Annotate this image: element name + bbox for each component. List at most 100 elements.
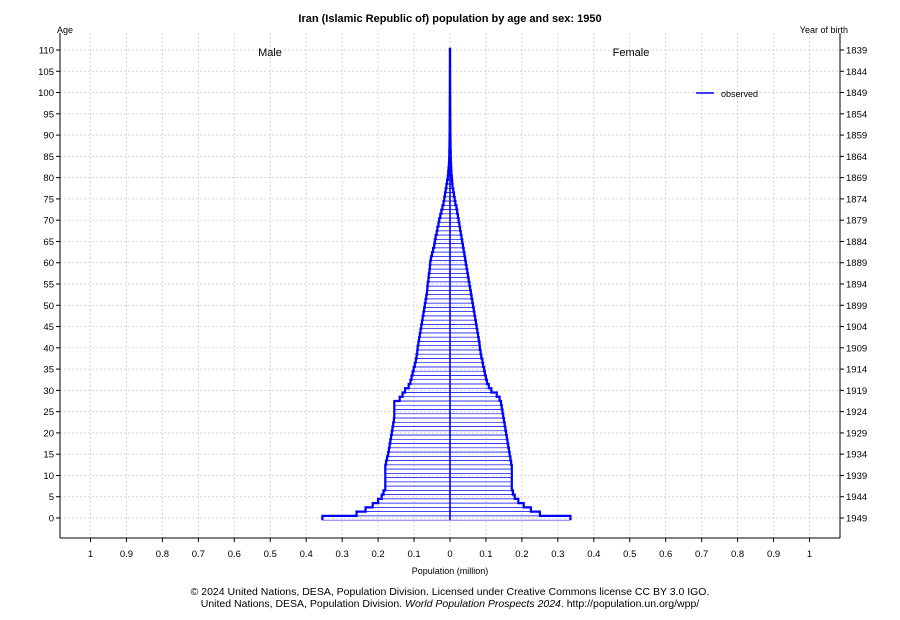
birth-year-tick-label: 1874 xyxy=(846,194,867,205)
female-bar xyxy=(449,336,480,342)
x-tick-label: 1 xyxy=(807,549,812,560)
x-tick-label: 0.5 xyxy=(264,549,277,560)
x-tick-label: 0.5 xyxy=(623,549,636,560)
female-bar xyxy=(449,498,519,504)
male-bar xyxy=(427,285,451,291)
male-bar xyxy=(372,502,451,508)
male-bar xyxy=(385,468,451,474)
x-tick-label: 0.4 xyxy=(587,549,600,560)
male-bar xyxy=(431,251,451,257)
female-bar xyxy=(449,277,469,283)
male-bar xyxy=(430,256,451,261)
male-label: Male xyxy=(258,47,282,59)
male-bar xyxy=(408,383,451,389)
female-bar xyxy=(449,315,476,321)
female-bar xyxy=(449,464,513,470)
male-bar xyxy=(422,315,451,321)
age-tick-label: 10 xyxy=(43,471,54,482)
male-bar xyxy=(402,392,451,398)
birth-year-tick-label: 1844 xyxy=(846,67,867,78)
female-bar xyxy=(449,358,483,363)
age-tick-label: 40 xyxy=(43,343,54,354)
male-bar xyxy=(428,277,451,283)
female-bar xyxy=(449,417,505,423)
male-bar xyxy=(356,511,451,517)
citation-title: World Population Prospects 2024 xyxy=(405,598,561,610)
female-bar xyxy=(449,468,513,474)
female-label: Female xyxy=(613,47,650,59)
male-bar xyxy=(425,298,451,304)
male-bar xyxy=(389,443,451,449)
female-bar xyxy=(449,264,467,270)
male-bar xyxy=(416,353,451,359)
male-bar xyxy=(427,281,451,287)
female-bar xyxy=(449,507,532,512)
birth-year-tick-label: 1924 xyxy=(846,407,867,418)
age-tick-label: 50 xyxy=(43,301,54,312)
male-bar xyxy=(410,379,451,385)
birth-year-tick-label: 1939 xyxy=(846,471,867,482)
right-axis-title: Year of birth xyxy=(800,25,848,35)
female-bar xyxy=(449,413,504,419)
birth-year-tick-label: 1884 xyxy=(846,237,867,248)
male-bar xyxy=(418,341,451,346)
female-bar xyxy=(449,290,472,295)
x-tick-label: 0.9 xyxy=(120,549,133,560)
x-tick-label: 0.6 xyxy=(228,549,241,560)
birth-year-tick-label: 1889 xyxy=(846,258,867,269)
female-bar xyxy=(449,421,505,427)
male-bar xyxy=(383,490,451,495)
male-bar xyxy=(404,387,451,393)
age-tick-label: 35 xyxy=(43,365,54,376)
female-bar xyxy=(449,294,472,300)
x-tick-label: 0.8 xyxy=(156,549,169,560)
age-tick-label: 105 xyxy=(38,67,54,78)
male-bar xyxy=(415,358,451,363)
legend: observed xyxy=(696,89,758,99)
female-bar xyxy=(449,379,488,385)
x-tick-label: 0.1 xyxy=(407,549,420,560)
age-tick-label: 15 xyxy=(43,450,54,461)
female-bar xyxy=(449,502,524,508)
female-bar xyxy=(449,319,477,325)
male-bar xyxy=(385,464,451,470)
male-bar xyxy=(393,417,451,423)
male-bar xyxy=(388,447,451,453)
birth-year-tick-label: 1929 xyxy=(846,428,867,439)
age-tick-label: 20 xyxy=(43,428,54,439)
male-bar xyxy=(433,243,451,249)
age-tick-label: 90 xyxy=(43,131,54,142)
female-bar xyxy=(449,485,513,491)
x-tick-label: 0.8 xyxy=(731,549,744,560)
x-tick-label: 0.6 xyxy=(659,549,672,560)
female-bar xyxy=(449,443,509,449)
birth-year-tick-label: 1899 xyxy=(846,301,867,312)
female-bar xyxy=(449,247,464,253)
female-bar xyxy=(449,370,486,376)
male-bar xyxy=(414,362,451,368)
birth-year-tick-label: 1919 xyxy=(846,386,867,397)
male-bar xyxy=(392,426,451,432)
female-bar xyxy=(449,366,485,372)
age-tick-label: 0 xyxy=(49,514,54,525)
x-axis-label: Population (million) xyxy=(412,566,489,576)
birth-year-tick-label: 1879 xyxy=(846,216,867,227)
age-tick-label: 65 xyxy=(43,237,54,248)
female-bar xyxy=(449,298,473,304)
male-bar xyxy=(412,370,451,376)
female-bar xyxy=(449,456,511,461)
female-bar xyxy=(449,341,480,346)
age-tick-label: 80 xyxy=(43,173,54,184)
birth-year-tick-label: 1914 xyxy=(846,365,867,376)
citation-suffix: . http://population.un.org/wpp/ xyxy=(560,598,700,610)
female-bar xyxy=(449,251,465,257)
female-bar xyxy=(449,396,500,402)
male-bar xyxy=(418,336,451,342)
x-tick-label: 0.2 xyxy=(515,549,528,560)
male-bar xyxy=(428,273,451,278)
x-tick-label: 0.2 xyxy=(371,549,384,560)
female-bar xyxy=(449,477,513,483)
birth-year-tick-label: 1909 xyxy=(846,343,867,354)
age-tick-label: 70 xyxy=(43,216,54,227)
